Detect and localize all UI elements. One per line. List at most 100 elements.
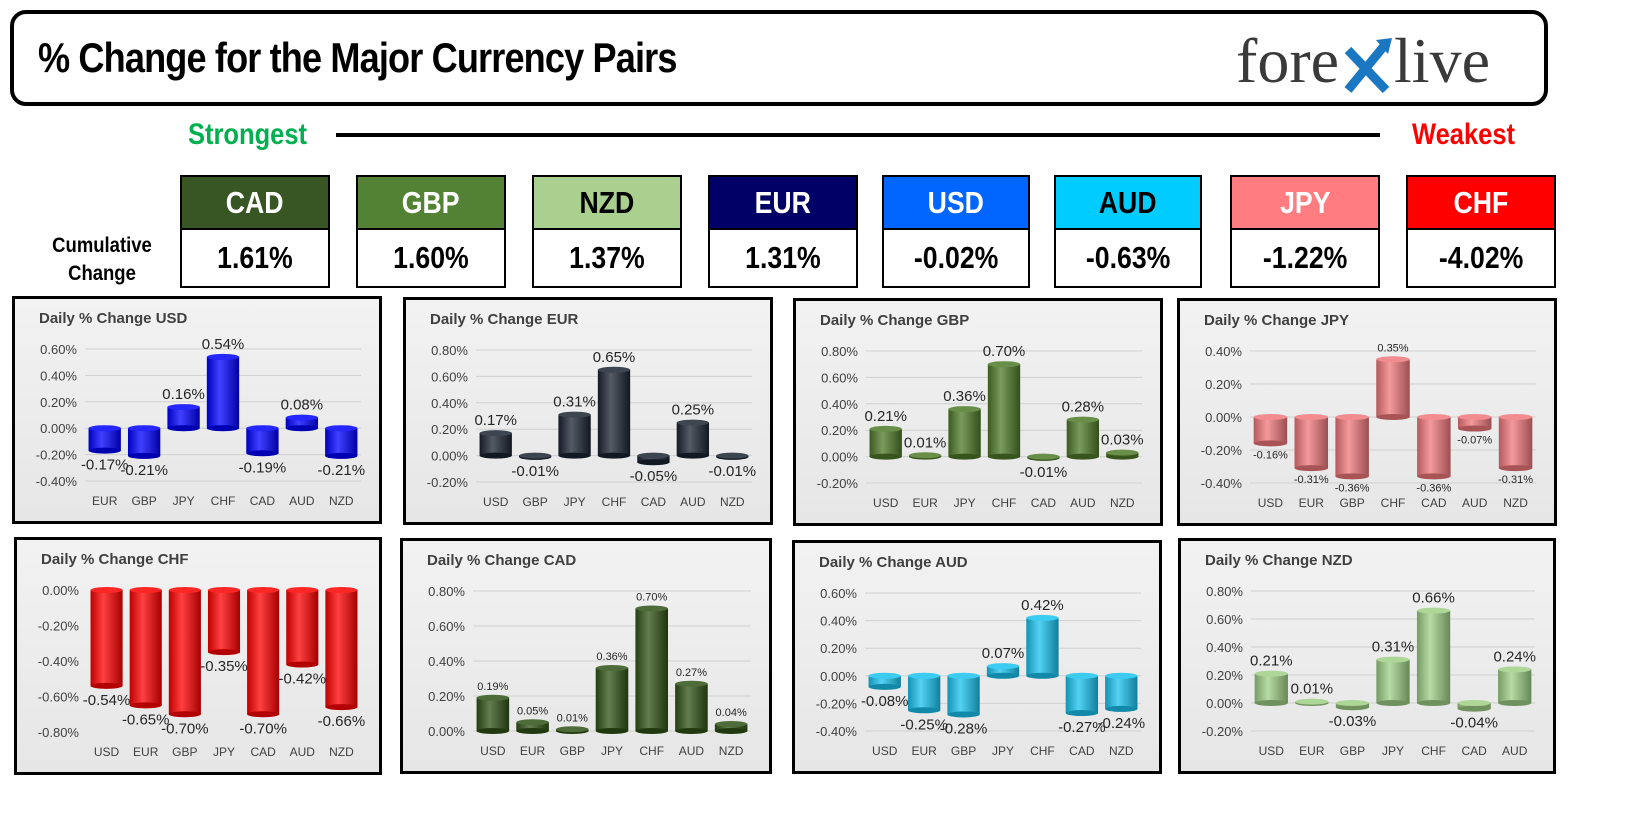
- cumulative-value-cell: -0.63%: [1056, 230, 1200, 286]
- y-tick-label: 0.00%: [821, 450, 858, 465]
- bar-nzd: [325, 587, 358, 711]
- data-label: 0.01%: [1291, 681, 1334, 698]
- data-label: -0.19%: [239, 459, 287, 476]
- cumulative-value-cell: -1.22%: [1232, 230, 1378, 286]
- y-tick-label: 0.60%: [431, 369, 468, 384]
- x-tick-label: JPY: [173, 494, 195, 508]
- data-label: -0.36%: [1335, 482, 1370, 494]
- bar-cad: [247, 587, 280, 718]
- bar-eur: [516, 719, 549, 734]
- bar-chf: [1376, 356, 1410, 420]
- y-tick-label: 0.20%: [1206, 668, 1243, 683]
- bar-eur: [908, 452, 942, 460]
- bar-jpy: [207, 587, 241, 656]
- chart-title: Daily % Change AUD: [819, 554, 968, 571]
- cumulative-value-cell: -0.02%: [884, 230, 1028, 286]
- bar-usd: [869, 425, 902, 460]
- bar-usd: [90, 587, 123, 689]
- bar-gbp: [947, 672, 980, 718]
- x-tick-label: AUD: [290, 745, 316, 759]
- y-tick-label: 0.40%: [820, 614, 857, 629]
- bar-chart: Daily % Change GBP 0.80% 0.60% 0.40% 0.20% 0.…: [796, 301, 1160, 523]
- y-tick-label: 0.80%: [428, 584, 465, 599]
- y-tick-label: -0.40%: [36, 474, 78, 489]
- data-label: 0.05%: [517, 705, 548, 717]
- y-tick-label: 0.20%: [40, 395, 77, 410]
- currency-box-chf: CHF -4.02%: [1406, 175, 1556, 288]
- strongest-label: Strongest: [188, 118, 308, 151]
- data-label: -0.70%: [161, 720, 209, 737]
- currency-box-eur: EUR 1.31%: [708, 175, 858, 288]
- x-tick-label: AUD: [680, 495, 706, 509]
- x-tick-label: CAD: [250, 745, 276, 759]
- data-label: 0.24%: [1493, 648, 1536, 665]
- bar-jpy: [558, 411, 591, 459]
- data-label: 0.21%: [1250, 653, 1293, 670]
- bar-usd: [476, 694, 510, 734]
- chart-title: Daily % Change JPY: [1204, 312, 1349, 329]
- data-label: -0.24%: [1098, 715, 1146, 732]
- cumulative-value: 1.31%: [745, 240, 821, 275]
- data-label: -0.70%: [239, 720, 287, 737]
- cumulative-value: -1.22%: [1262, 240, 1348, 275]
- y-tick-label: 0.40%: [1205, 344, 1242, 359]
- x-tick-label: CHF: [1421, 744, 1446, 758]
- cumulative-value: -4.02%: [1438, 240, 1524, 275]
- currency-box-gbp: GBP 1.60%: [356, 175, 506, 288]
- bar-chf: [635, 605, 668, 734]
- y-tick-label: 0.00%: [1206, 696, 1243, 711]
- x-tick-label: USD: [483, 495, 509, 509]
- data-label: 0.36%: [943, 388, 986, 405]
- data-label: 0.31%: [1372, 639, 1415, 656]
- data-label: 0.01%: [557, 712, 588, 724]
- data-label: 0.01%: [904, 434, 947, 451]
- data-label: -0.03%: [1329, 713, 1377, 730]
- x-tick-label: CAD: [1461, 744, 1487, 758]
- currency-code-cell: USD: [884, 177, 1028, 230]
- x-tick-label: EUR: [911, 744, 937, 758]
- data-label: 0.25%: [672, 402, 715, 419]
- x-tick-label: AUD: [1070, 496, 1096, 510]
- y-tick-label: -0.20%: [816, 696, 858, 711]
- y-tick-label: -0.40%: [816, 724, 858, 739]
- x-tick-label: JPY: [213, 745, 235, 759]
- currency-code: NZD: [579, 184, 635, 220]
- data-label: 0.65%: [593, 349, 636, 366]
- bar-nzd: [714, 721, 748, 734]
- data-label: -0.01%: [709, 463, 757, 480]
- x-tick-label: JPY: [992, 744, 1014, 758]
- chart-title: Daily % Change NZD: [1205, 552, 1353, 569]
- x-tick-label: CAD: [1031, 496, 1057, 510]
- bar-jpy: [948, 406, 981, 460]
- bar-nzd: [1498, 414, 1533, 472]
- y-tick-label: 0.60%: [821, 370, 858, 385]
- y-tick-label: 0.20%: [1205, 377, 1242, 392]
- bar-chart: Daily % Change CAD 0.80% 0.60% 0.40% 0.20% 0.…: [403, 541, 769, 771]
- y-tick-label: 0.40%: [821, 397, 858, 412]
- bar-nzd: [716, 452, 749, 460]
- bar-chf: [1416, 607, 1451, 706]
- chart-panel: Daily % Change GBP 0.80% 0.60% 0.40% 0.20% 0.…: [793, 298, 1163, 526]
- bar-chart: Daily % Change NZD 0.80% 0.60% 0.40% 0.20% 0.…: [1181, 541, 1553, 771]
- y-tick-label: 0.60%: [1206, 612, 1243, 627]
- data-label: -0.42%: [279, 671, 327, 688]
- chart-panel: Daily % Change USD 0.60% 0.40% 0.20% 0.00% -0…: [12, 296, 382, 524]
- bar-chart: Daily % Change CHF 0.00% -0.20% -0.40% -0.60…: [17, 540, 379, 772]
- bar-cad: [637, 452, 670, 466]
- x-tick-label: NZD: [1503, 496, 1528, 510]
- x-tick-label: NZD: [720, 495, 745, 509]
- data-label: 0.66%: [1412, 590, 1455, 607]
- x-tick-label: GBP: [560, 744, 585, 758]
- x-tick-label: NZD: [329, 494, 354, 508]
- bar-nzd: [325, 425, 358, 459]
- data-label: 0.28%: [1062, 399, 1105, 416]
- bar-usd: [868, 672, 901, 690]
- data-label: -0.04%: [1450, 715, 1498, 732]
- bar-cad: [1417, 414, 1451, 480]
- chart-panel: Daily % Change EUR 0.80% 0.60% 0.40% 0.20% 0.…: [403, 297, 773, 525]
- currency-box-nzd: NZD 1.37%: [532, 175, 682, 288]
- data-label: 0.54%: [202, 336, 245, 353]
- data-label: 0.03%: [1101, 432, 1144, 449]
- data-label: 0.17%: [474, 412, 517, 429]
- data-label: 0.35%: [1377, 342, 1408, 354]
